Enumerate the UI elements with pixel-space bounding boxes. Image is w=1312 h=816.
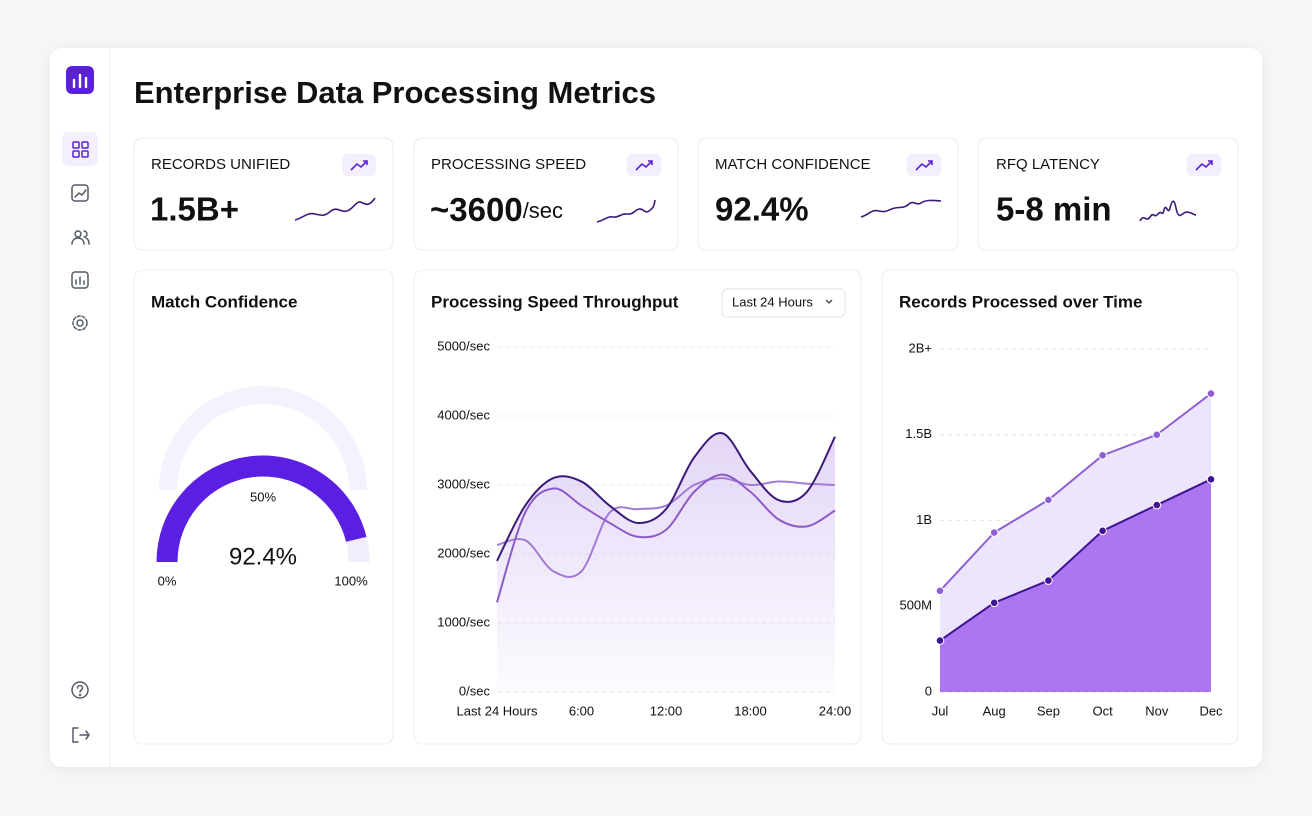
nav-users[interactable] bbox=[71, 230, 90, 245]
series-line bbox=[496, 473, 836, 603]
sparklines bbox=[294, 197, 1197, 223]
y-tick-label: 500M bbox=[899, 598, 932, 613]
kpi-card bbox=[413, 137, 679, 251]
x-tick-label: Nov bbox=[1145, 703, 1169, 718]
data-point bbox=[989, 598, 999, 608]
y-tick-label: 1B bbox=[916, 512, 932, 527]
x-tick-label: 24:00 bbox=[819, 703, 852, 718]
x-tick-label: Aug bbox=[983, 703, 1006, 718]
data-point bbox=[1044, 576, 1053, 585]
gauge-halo bbox=[159, 386, 367, 491]
x-tick-label: 18:00 bbox=[734, 703, 767, 718]
x-tick-label: Jul bbox=[932, 703, 949, 718]
page-title: Enterprise Data Processing Metrics bbox=[134, 75, 656, 110]
data-point bbox=[1098, 451, 1107, 460]
gauge-tick-label: 50% bbox=[250, 489, 276, 504]
logo-icon bbox=[72, 73, 88, 89]
x-tick-label: Sep bbox=[1037, 703, 1060, 718]
y-tick-label: 2B+ bbox=[909, 340, 933, 355]
kpi-label: MATCH CONFIDENCE bbox=[715, 156, 871, 173]
gauge-value: 92.4% bbox=[229, 543, 297, 570]
data-point bbox=[935, 636, 945, 645]
kpi-value: 1.5B+ bbox=[150, 191, 239, 228]
data-point bbox=[1044, 495, 1053, 505]
data-point bbox=[1152, 430, 1162, 440]
chart-title: Processing Speed Throughput bbox=[431, 292, 679, 311]
data-point bbox=[989, 528, 999, 537]
nav-reports[interactable] bbox=[71, 271, 89, 289]
y-tick-label: 4000/sec bbox=[437, 407, 490, 422]
kpi-value-number: ~3600 bbox=[430, 191, 523, 228]
kpi-label: PROCESSING SPEED bbox=[431, 156, 586, 173]
kpi-label: RFQ LATENCY bbox=[996, 156, 1100, 173]
kpi-card bbox=[697, 137, 959, 251]
chart-title: Match Confidence bbox=[151, 292, 297, 311]
nav-active[interactable] bbox=[62, 132, 98, 166]
x-tick-label: Dec bbox=[1199, 703, 1223, 718]
gauge-tick-label: 100% bbox=[334, 573, 368, 588]
series-line bbox=[496, 432, 836, 562]
chart-card bbox=[133, 269, 394, 745]
x-tick-label: Last 24 Hours bbox=[457, 703, 538, 718]
data-point bbox=[1152, 500, 1162, 510]
nav-logout[interactable] bbox=[72, 727, 90, 743]
y-tick-label: 1.5B bbox=[905, 426, 932, 441]
data-point bbox=[1206, 475, 1216, 484]
series-line bbox=[939, 478, 1212, 642]
nav-settings[interactable] bbox=[72, 315, 88, 331]
data-point bbox=[1098, 526, 1107, 536]
nav-help[interactable] bbox=[71, 681, 89, 699]
chart-title: Records Processed over Time bbox=[899, 292, 1142, 311]
series-line bbox=[939, 392, 1212, 592]
kpi-label: RECORDS UNIFIED bbox=[151, 156, 290, 173]
dropdown-label[interactable]: Last 24 Hours bbox=[732, 294, 813, 309]
kpi-card bbox=[133, 137, 394, 251]
trend-icons bbox=[342, 154, 1221, 176]
kpi-cards: RECORDS UNIFIED PROCESSING SPEED MATCH C… bbox=[133, 137, 1239, 251]
y-tick-label: 5000/sec bbox=[437, 338, 490, 353]
dropdown-box[interactable] bbox=[721, 288, 846, 318]
x-tick-label: Oct bbox=[1092, 703, 1113, 718]
kpi-value: ~3600/sec bbox=[430, 191, 563, 228]
kpi-card bbox=[977, 137, 1239, 251]
y-tick-label: 3000/sec bbox=[437, 476, 490, 491]
kpi-value: 5-8 min bbox=[996, 191, 1112, 228]
series-line bbox=[496, 477, 836, 578]
series-area bbox=[940, 479, 1211, 692]
kpi-value-unit: /sec bbox=[523, 198, 563, 223]
gauge-tick-label: 0% bbox=[158, 573, 177, 588]
data-point bbox=[935, 586, 945, 596]
gauge-fill bbox=[156, 455, 367, 563]
x-tick-label: 12:00 bbox=[650, 703, 683, 718]
x-tick-label: 6:00 bbox=[569, 703, 594, 718]
range-dropdown[interactable]: Last 24 Hours bbox=[721, 288, 846, 318]
data-point bbox=[1206, 389, 1216, 398]
nav-dashboard[interactable] bbox=[72, 141, 89, 158]
y-tick-label: 0/sec bbox=[459, 683, 491, 698]
nav-analytics[interactable] bbox=[71, 184, 89, 202]
y-tick-label: 1000/sec bbox=[437, 614, 490, 629]
kpi-value: 92.4% bbox=[715, 191, 809, 228]
y-tick-label: 0 bbox=[925, 683, 932, 698]
series-area bbox=[497, 432, 835, 692]
dropdown-chevron[interactable] bbox=[825, 299, 833, 304]
y-tick-label: 2000/sec bbox=[437, 545, 490, 560]
